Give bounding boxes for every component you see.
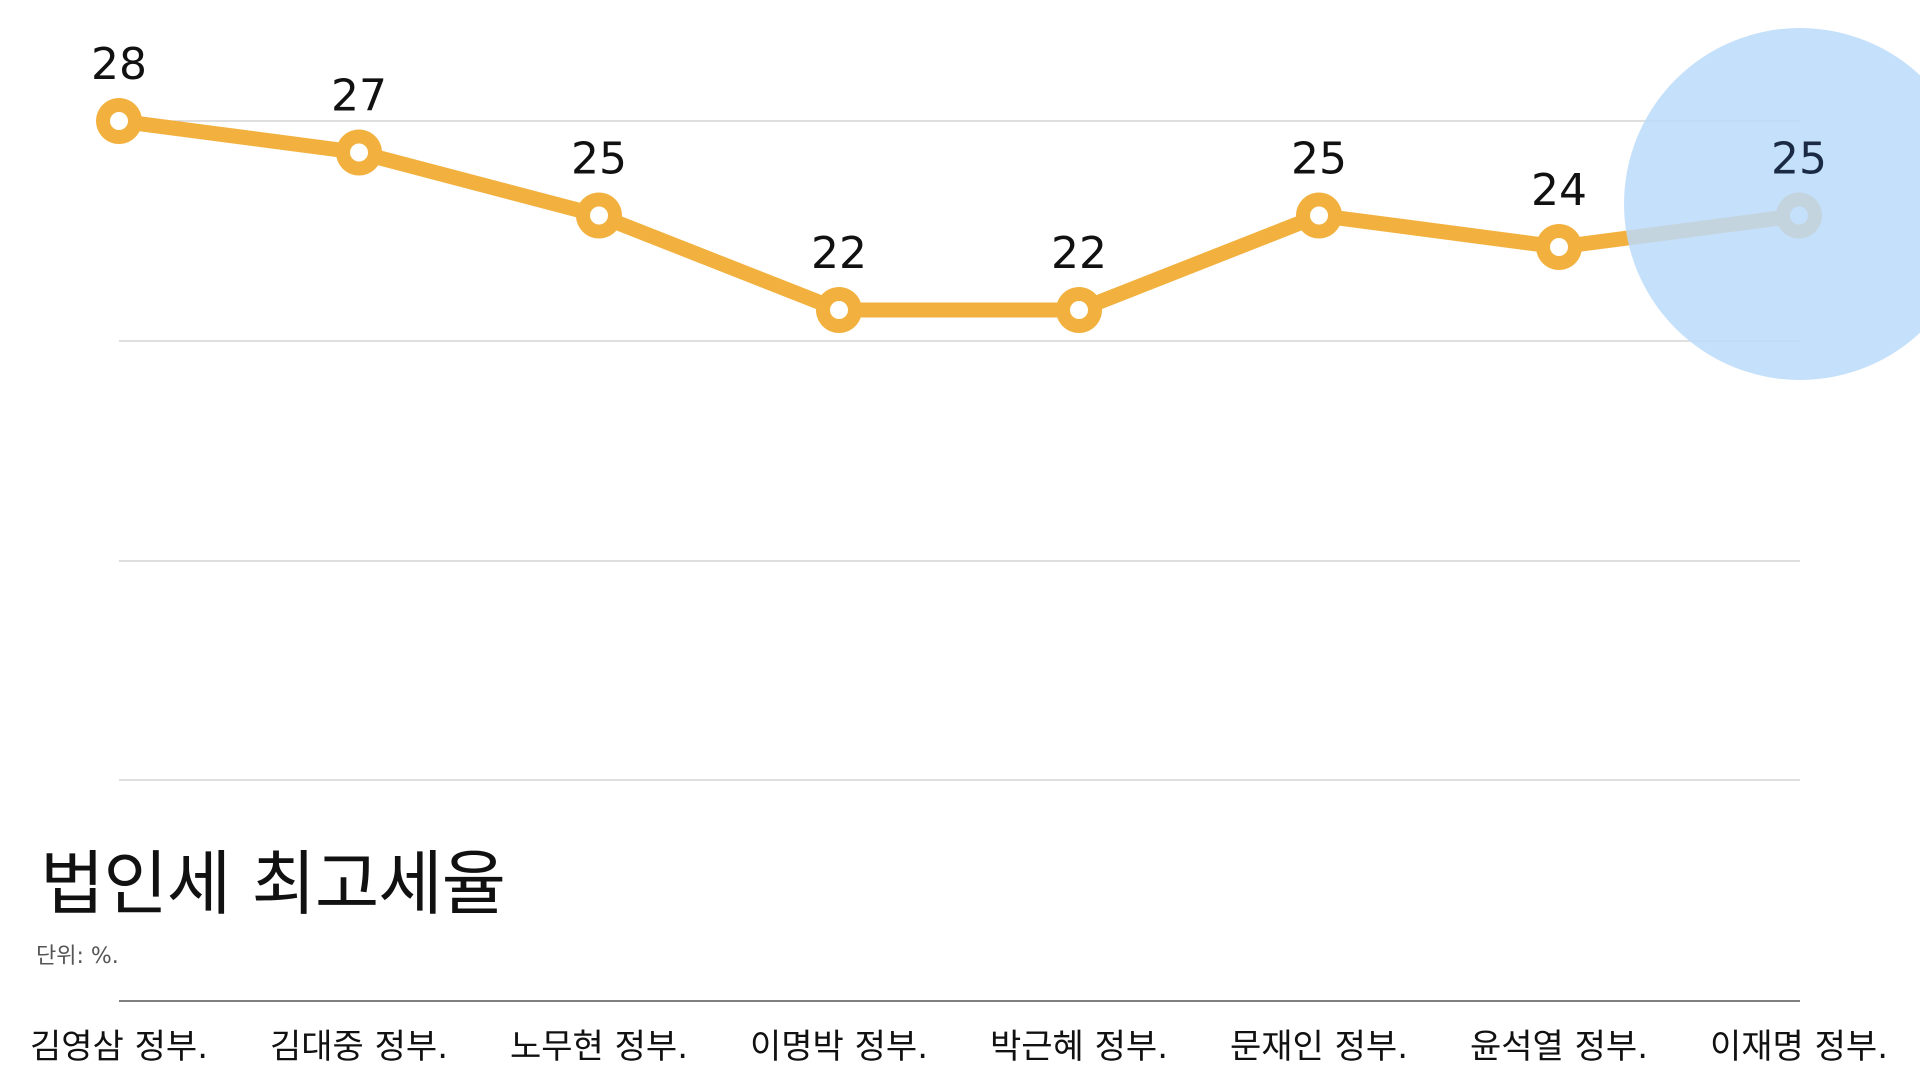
data-point-3 [816,287,862,333]
x-tick-label-3: 이명박 정부. [750,1027,928,1067]
data-point-0 [96,98,142,144]
point-inner-4 [1070,301,1088,319]
data-point-4 [1056,287,1102,333]
highlight-circle [1624,28,1920,380]
x-tick-label-5: 문재인 정부. [1230,1027,1408,1067]
data-point-2 [576,192,622,239]
data-label-3: 22 [811,228,867,279]
data-point-5 [1296,192,1342,239]
point-inner-2 [590,206,608,225]
data-label-5: 25 [1291,134,1347,185]
point-inner-0 [110,112,128,130]
unit-note: 단위: %. [36,944,119,969]
data-label-2: 25 [571,134,627,185]
gridlines [119,120,1800,781]
data-label-0: 28 [91,39,147,90]
highlight-layer [1624,28,1920,380]
data-point-1 [336,129,382,176]
x-tick-labels: 김영삼 정부. 김대중 정부. 노무현 정부. 이명박 정부. 박근혜 정부. 문재인 정… [30,1027,1888,1067]
point-inner-5 [1310,206,1328,225]
data-label-7: 25 [1771,134,1827,185]
chart-title: 법인세 최고세율 [40,843,506,925]
point-inner-6 [1550,238,1568,256]
point-inner-1 [350,143,368,162]
data-label-6: 24 [1531,165,1587,216]
data-label-1: 27 [331,71,387,122]
x-tick-label-2: 노무현 정부. [510,1027,688,1067]
point-inner-3 [830,301,848,319]
x-tick-label-6: 윤석열 정부. [1470,1027,1648,1067]
x-tick-label-1: 김대중 정부. [270,1027,448,1067]
series-line [111,113,1807,318]
data-point-6 [1536,224,1582,270]
x-tick-label-4: 박근혜 정부. [990,1027,1168,1067]
x-tick-label-7: 이재명 정부. [1710,1027,1888,1067]
x-tick-label-0: 김영삼 정부. [30,1027,208,1067]
data-labels: 28 27 25 22 22 25 24 25 [91,39,1827,279]
series-line-path [111,113,1807,318]
data-label-4: 22 [1051,228,1107,279]
